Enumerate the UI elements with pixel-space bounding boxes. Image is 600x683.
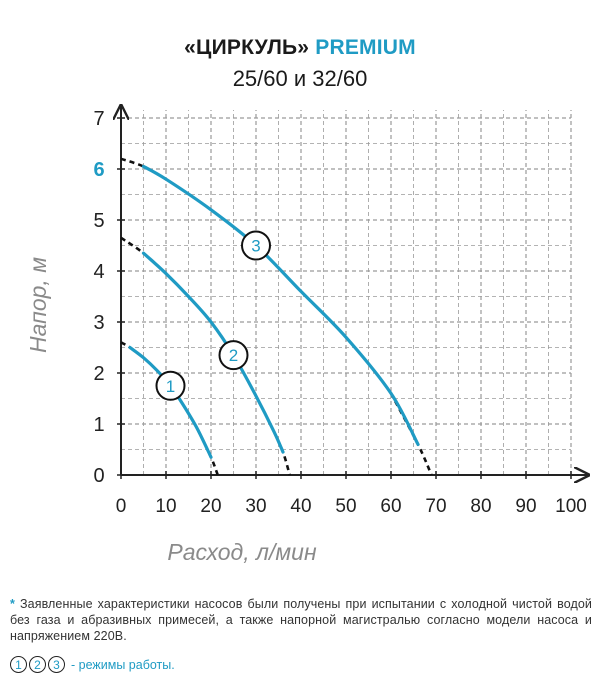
axes: 0 10 20 30 40 50 60 70 80 90 100 0 1 2 3 4 5 6 7 xyxy=(93,104,590,517)
premium-label: PREMIUM xyxy=(315,36,416,59)
curve-3 xyxy=(141,164,420,446)
y-tick-label: 1 xyxy=(93,414,104,436)
y-tick-label: 4 xyxy=(93,261,104,283)
x-tick-label: 20 xyxy=(200,496,221,517)
x-tick-label: 40 xyxy=(290,496,311,517)
chart-title-block: «ЦИРКУЛЬ» PREMIUM 25/60 и 32/60 xyxy=(0,36,600,92)
x-tick-label: 30 xyxy=(245,496,266,517)
chart-title: «ЦИРКУЛЬ» PREMIUM xyxy=(0,36,600,60)
curve-3-label: 3 xyxy=(251,237,260,256)
x-tick-label: 70 xyxy=(425,496,446,517)
curve-2-marker: 2 xyxy=(218,340,249,371)
curve-labels: 1 2 3 xyxy=(155,230,271,401)
y-tick-label: 3 xyxy=(93,312,104,334)
x-tick-label: 80 xyxy=(470,496,491,517)
brand-name: «ЦИРКУЛЬ» xyxy=(184,36,310,59)
curve-2 xyxy=(141,251,285,454)
x-tick-label: 50 xyxy=(335,496,356,517)
curve-1-marker: 1 xyxy=(155,370,186,401)
pump-curve-chart: 0 10 20 30 40 50 60 70 80 90 100 0 1 2 3 4 5 6 7 1 2 3 Расхо… xyxy=(25,104,590,565)
y-tick-label: 6 xyxy=(93,159,104,181)
curve-3-marker: 3 xyxy=(241,230,271,261)
legend-text: - режимы работы. xyxy=(71,657,175,672)
x-tick-label: 10 xyxy=(155,496,176,517)
curve-1-marker-circle xyxy=(155,370,186,401)
legend-mode-1: 1 xyxy=(10,656,27,673)
y-tick-label: 7 xyxy=(93,108,104,130)
curve-1-label: 1 xyxy=(166,377,175,396)
x-tick-label: 60 xyxy=(380,496,401,517)
series-group xyxy=(120,157,433,476)
curve-3-marker-circle xyxy=(241,230,271,261)
footnote: * Заявленные характеристики насосов были… xyxy=(10,596,592,644)
x-tick-label: 100 xyxy=(555,496,587,517)
footnote-text: Заявленные характеристики насосов были п… xyxy=(10,597,592,643)
x-axis-label: Расход, л/мин xyxy=(167,539,317,565)
modes-legend: 1 2 3 - режимы работы. xyxy=(10,656,175,673)
y-tick-label: 2 xyxy=(93,363,104,385)
x-tick-label: 0 xyxy=(116,496,127,517)
curve-1 xyxy=(128,345,213,459)
legend-mode-2: 2 xyxy=(29,656,46,673)
y-tick-label: 0 xyxy=(93,465,104,487)
footnote-star: * xyxy=(10,597,15,611)
model-numbers: 25/60 и 32/60 xyxy=(232,66,368,91)
curve-2-label: 2 xyxy=(229,346,238,365)
legend-mode-3: 3 xyxy=(48,656,65,673)
y-tick-label: 5 xyxy=(93,210,104,232)
grid xyxy=(121,110,572,475)
x-tick-label: 90 xyxy=(515,496,536,517)
curve-2-marker-circle xyxy=(218,340,249,371)
y-axis-label: Напор, м xyxy=(25,257,51,353)
